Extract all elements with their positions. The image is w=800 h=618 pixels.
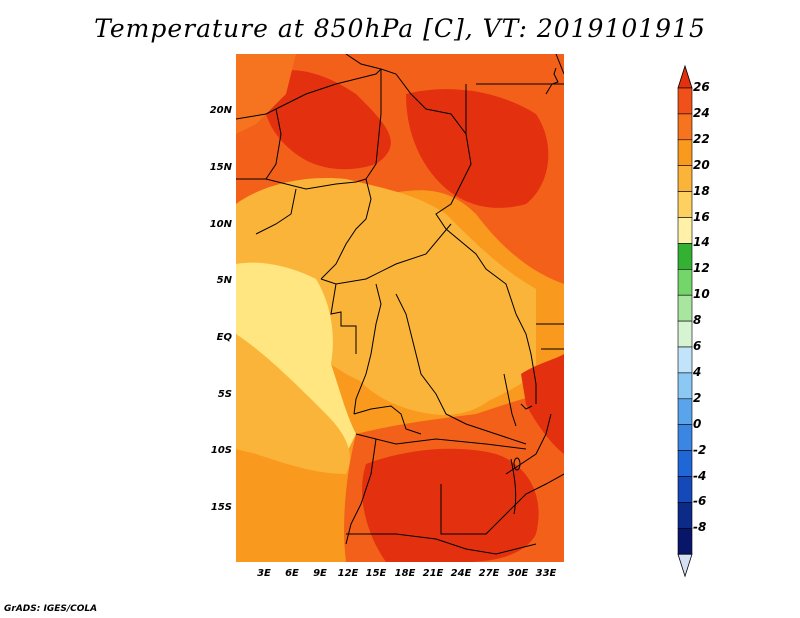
colorbar-label: -2: [693, 442, 707, 457]
colorbar-box: [677, 372, 693, 400]
colorbar-label: -6: [693, 494, 707, 509]
sahara-core-west: [263, 70, 391, 170]
colorbar-label: 20: [693, 157, 710, 172]
coastal-cool-band: [236, 262, 356, 454]
colorbar-bottom-arrow: [677, 553, 693, 578]
colorbar-label: 24: [693, 105, 710, 120]
colorbar-box: [677, 424, 693, 451]
chart-title: Temperature at 850hPa [C], VT: 201910191…: [94, 14, 706, 43]
colorbar-label: 22: [693, 131, 710, 146]
colorbar-box: [677, 476, 693, 503]
colorbar-label: 8: [693, 313, 702, 328]
colorbar-label: 12: [693, 261, 710, 276]
lon-label: 24E: [450, 568, 472, 579]
map-canvas: [236, 54, 564, 562]
colorbar-label: 0: [693, 416, 702, 431]
congo-basin: [324, 255, 514, 415]
colorbar-label: 18: [693, 183, 710, 198]
colorbar-box: [677, 398, 693, 425]
colorbar-box: [677, 450, 693, 477]
southern-core: [362, 448, 539, 562]
colorbar-box: [677, 320, 693, 348]
lakes: [503, 373, 533, 515]
lat-label: 15N: [209, 162, 232, 173]
colorbar-top-arrow: [677, 64, 693, 89]
east-africa-hot: [521, 354, 564, 454]
coastal-ocean-warm: [236, 334, 350, 474]
northwest-area: [236, 54, 296, 134]
colorbar-label: 2: [693, 390, 702, 405]
temperature-map: [236, 54, 564, 562]
credit-text: GrADS: IGES/COLA: [4, 604, 98, 614]
colorbar-box: [677, 139, 693, 167]
lat-label: 15S: [210, 502, 232, 513]
colorbar-box: [677, 243, 693, 270]
colorbar-label: 14: [693, 235, 710, 250]
colorbar-box: [677, 87, 693, 115]
colorbar: [677, 64, 693, 578]
colorbar-box: [677, 165, 693, 192]
colorbar-label: 10: [693, 287, 710, 302]
lon-label: 3E: [257, 568, 271, 579]
colorbar-box: [677, 113, 693, 141]
lon-label: 15E: [365, 568, 387, 579]
colorbar-label: 26: [693, 80, 710, 94]
lon-label: 6E: [285, 568, 299, 579]
lon-label: 33E: [535, 568, 557, 579]
colorbar-box: [677, 502, 693, 529]
colorbar-box: [677, 217, 693, 244]
sahara-core-east: [406, 89, 549, 208]
lat-label: 10N: [209, 219, 232, 230]
lon-label: 30E: [507, 568, 529, 579]
lat-label: 20N: [209, 105, 232, 116]
colorbar-label: -4: [693, 468, 707, 483]
lon-label: 27E: [478, 568, 500, 579]
colorbar-label: 16: [693, 209, 710, 224]
colorbar-box: [677, 191, 693, 218]
lon-label: 12E: [337, 568, 359, 579]
southwest-ocean: [236, 454, 336, 562]
lon-label: 9E: [313, 568, 327, 579]
lon-label: 21E: [422, 568, 444, 579]
colorbar-boxes: [677, 64, 693, 578]
lat-label: 5S: [217, 389, 232, 400]
lat-label: EQ: [216, 332, 232, 343]
colorbar-box: [677, 527, 693, 555]
country-borders: [236, 54, 564, 555]
lon-label: 18E: [394, 568, 416, 579]
colorbar-box: [677, 346, 693, 374]
lat-label: 5N: [216, 275, 232, 286]
colorbar-box: [677, 294, 693, 322]
colorbar-box: [677, 268, 693, 296]
colorbar-label: 4: [693, 364, 702, 379]
lat-label: 10S: [210, 445, 232, 456]
colorbar-label: 6: [693, 339, 702, 353]
colorbar-label: -8: [693, 520, 707, 535]
